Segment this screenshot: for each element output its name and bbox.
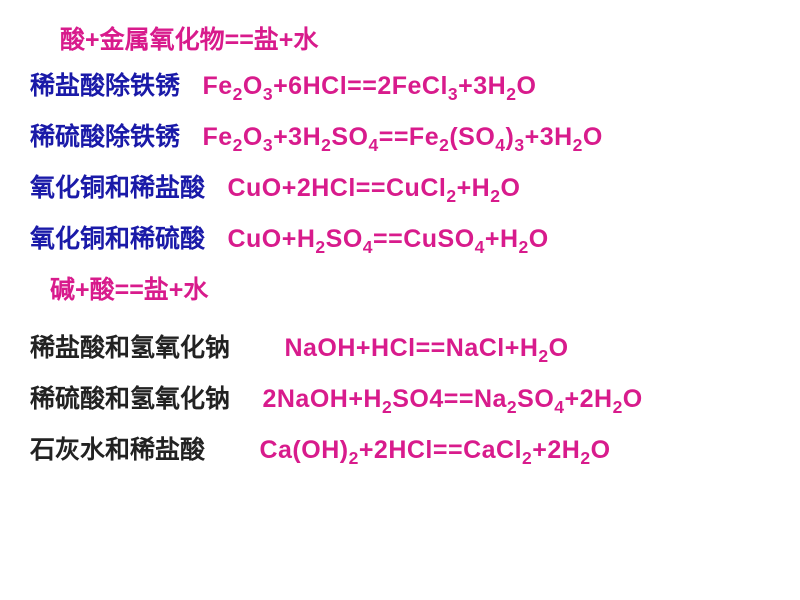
reaction-label: 稀盐酸和氢氧化钠: [30, 328, 230, 364]
reaction-equation: NaOH+HCl==NaCl+H2O: [284, 334, 568, 367]
reaction-label: 氧化铜和稀硫酸: [30, 219, 205, 255]
reaction-equation: Fe2O3+3H2SO4==Fe2(SO4)3+3H2O: [202, 123, 602, 156]
reaction-row: 氧化铜和稀盐酸 CuO+2HCl==CuCl2+H2O: [30, 168, 770, 207]
reaction-label: 稀硫酸和氢氧化钠: [30, 379, 230, 415]
reaction-row: 石灰水和稀盐酸 Ca(OH)2+2HCl==CaCl2+2H2O: [30, 430, 770, 469]
reaction-label: 石灰水和稀盐酸: [30, 430, 205, 466]
reaction-row: 稀硫酸除铁锈 Fe2O3+3H2SO4==Fe2(SO4)3+3H2O: [30, 117, 770, 156]
reaction-equation: Fe2O3+6HCl==2FeCl3+3H2O: [202, 72, 536, 105]
reaction-equation: 2NaOH+H2SO4==Na2SO4+2H2O: [262, 385, 642, 418]
reaction-row: 稀盐酸和氢氧化钠 NaOH+HCl==NaCl+H2O: [30, 328, 770, 367]
reaction-equation: CuO+H2SO4==CuSO4+H2O: [227, 225, 548, 258]
reaction-row: 稀盐酸除铁锈 Fe2O3+6HCl==2FeCl3+3H2O: [30, 66, 770, 105]
reaction-equation: CuO+2HCl==CuCl2+H2O: [227, 174, 520, 207]
reaction-equation: Ca(OH)2+2HCl==CaCl2+2H2O: [259, 436, 610, 469]
reaction-label: 氧化铜和稀盐酸: [30, 168, 205, 204]
reaction-label: 稀硫酸除铁锈: [30, 117, 180, 153]
section1-header: 酸+金属氧化物==盐+水: [60, 20, 770, 56]
reaction-row: 稀硫酸和氢氧化钠 2NaOH+H2SO4==Na2SO4+2H2O: [30, 379, 770, 418]
section2-header: 碱+酸==盐+水: [50, 270, 770, 306]
reaction-label: 稀盐酸除铁锈: [30, 66, 180, 102]
reaction-row: 氧化铜和稀硫酸 CuO+H2SO4==CuSO4+H2O: [30, 219, 770, 258]
